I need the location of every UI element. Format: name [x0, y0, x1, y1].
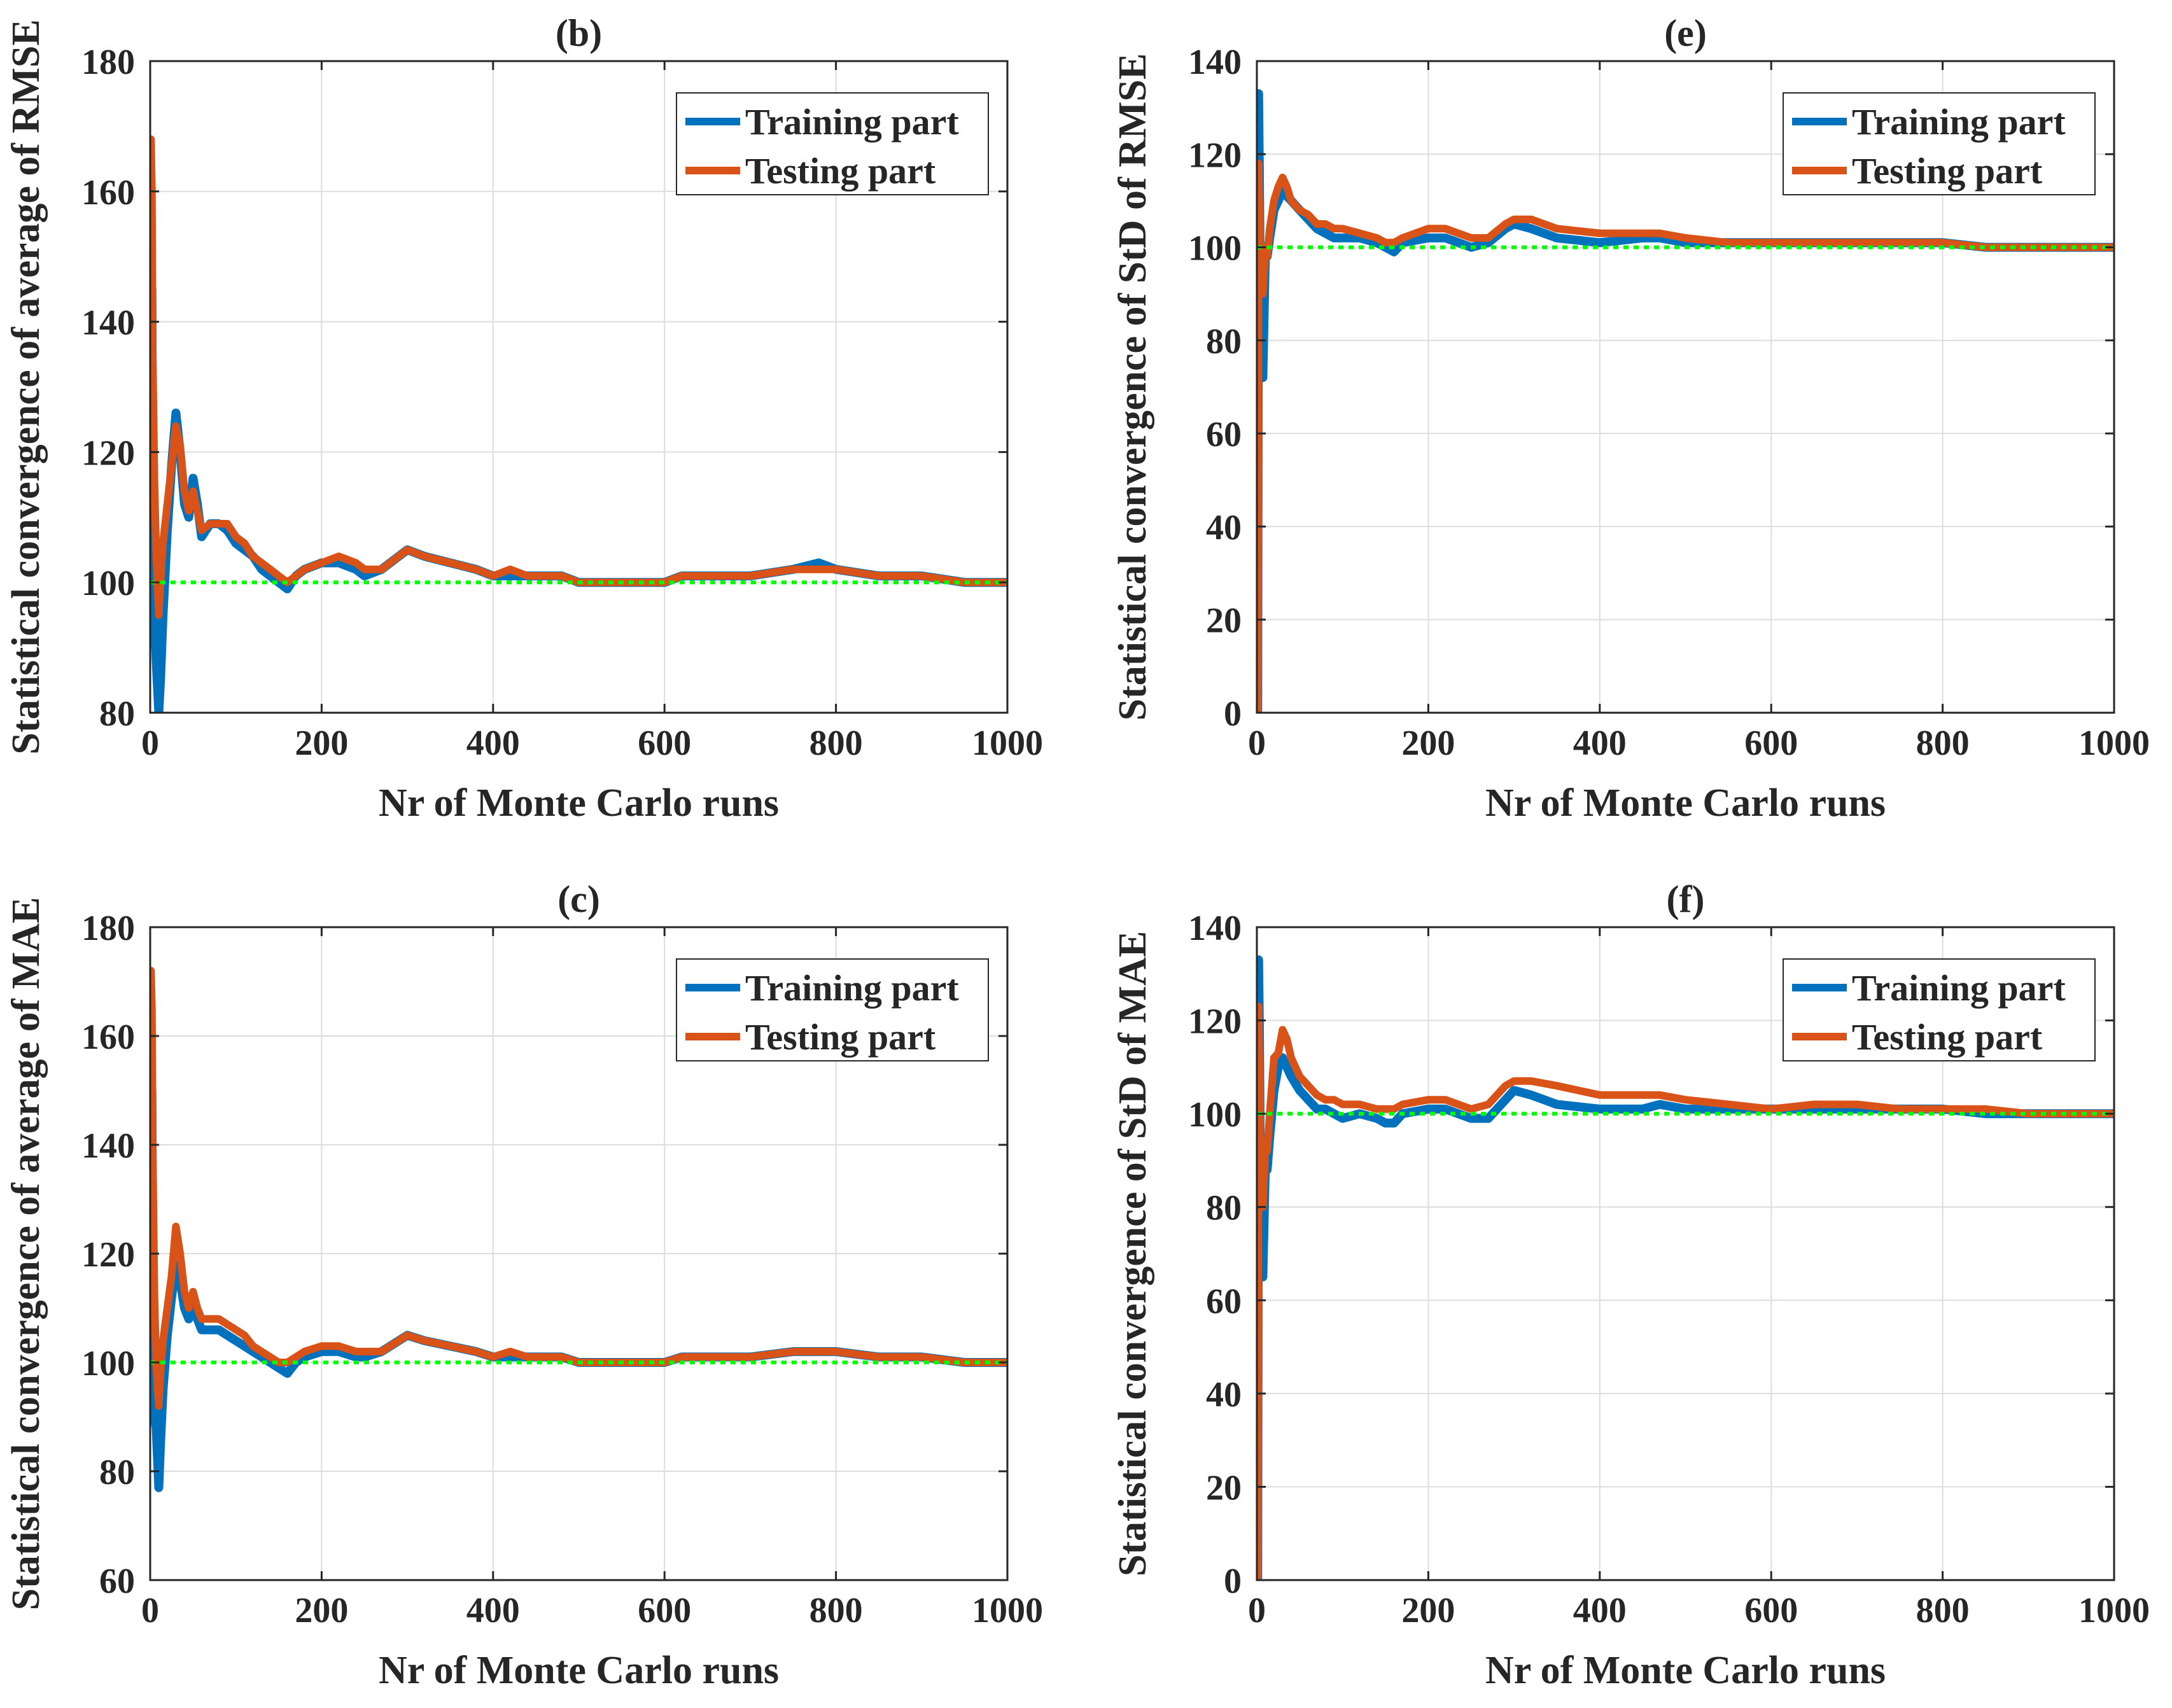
x-axis-label: Nr of Monte Carlo runs [1485, 1649, 1886, 1692]
x-tick-label: 200 [1401, 1591, 1455, 1630]
legend-label-training: Training part [1852, 101, 2066, 143]
y-tick-label: 120 [81, 433, 135, 473]
x-tick-label: 0 [141, 1591, 159, 1630]
axes-box [1256, 60, 2115, 714]
y-axis-label: Statistical convergence of StD of MAE [1111, 931, 1154, 1576]
x-tick-label: 600 [1744, 1591, 1798, 1630]
x-tick-label: 400 [1573, 724, 1627, 763]
data-layer [150, 967, 1007, 1492]
x-axis-label: Nr of Monte Carlo runs [379, 781, 779, 825]
x-tick-label: 1000 [972, 1591, 1043, 1630]
y-tick-label: 0 [1224, 1562, 1242, 1601]
y-tick-label: 140 [1188, 43, 1242, 82]
data-layer [1257, 89, 2114, 713]
x-tick-label: 600 [638, 724, 691, 763]
x-tick-label: 400 [1573, 1591, 1627, 1630]
y-tick-label: 80 [99, 1453, 135, 1492]
y-tick-label: 100 [1188, 229, 1242, 269]
chart-title: (f) [1667, 878, 1705, 920]
y-tick-label: 60 [99, 1562, 135, 1601]
legend-label-training: Training part [745, 967, 959, 1009]
x-tick-label: 800 [809, 724, 863, 763]
y-tick-label: 80 [1206, 322, 1242, 361]
x-tick-label: 600 [638, 1591, 691, 1630]
chart-title: (e) [1664, 12, 1707, 54]
x-tick-label: 800 [809, 1591, 863, 1630]
legend-label-testing: Testing part [745, 150, 936, 192]
x-tick-label: 800 [1916, 1591, 1970, 1630]
x-tick-label: 1000 [2078, 1591, 2150, 1630]
legend: Training part Testing part [676, 92, 989, 195]
y-tick-label: 20 [1206, 601, 1242, 641]
chart-panel-c: 0 200 400 600 800 1000 60 80 100 120 140 160 180 (c) N… [4, 878, 1043, 1692]
y-tick-label: 80 [1206, 1189, 1242, 1228]
chart-panel-f: 0 200 400 600 800 1000 0 20 40 60 80 100 120 140 (f) Nr… [1111, 878, 2150, 1692]
y-tick-label: 180 [81, 43, 135, 82]
y-tick-label: 140 [81, 1126, 135, 1166]
y-tick-label: 100 [81, 1344, 135, 1383]
y-tick-label: 60 [1206, 415, 1242, 454]
legend-box [1783, 958, 2096, 1061]
series-line-testing [1257, 1002, 2114, 1580]
x-tick-label: 800 [1916, 724, 1970, 763]
x-tick-label: 200 [295, 724, 348, 763]
y-tick-label: 140 [1188, 909, 1242, 948]
data-layer [150, 135, 1007, 713]
series-line-testing [150, 967, 1007, 1410]
x-axis-label: Nr of Monte Carlo runs [379, 1649, 779, 1692]
y-tick-label: 160 [81, 173, 135, 213]
axes-box [149, 60, 1009, 714]
y-tick-label: 0 [1224, 694, 1242, 734]
y-tick-label: 180 [81, 909, 135, 948]
y-tick-label: 20 [1206, 1468, 1242, 1508]
legend-box [676, 958, 989, 1061]
x-tick-label: 1000 [2078, 724, 2150, 763]
y-tick-label: 40 [1206, 508, 1242, 547]
x-tick-label: 400 [466, 1591, 520, 1630]
y-tick-label: 120 [1188, 1002, 1242, 1042]
legend-label-testing: Testing part [1852, 150, 2043, 192]
x-tick-label: 400 [466, 724, 520, 763]
y-tick-label: 40 [1206, 1375, 1242, 1415]
x-tick-label: 600 [1744, 724, 1798, 763]
x-tick-label: 0 [1248, 1591, 1266, 1630]
chart-title: (c) [557, 878, 600, 920]
y-tick-label: 120 [1188, 136, 1242, 175]
legend: Training part Testing part [1783, 958, 2096, 1061]
data-layer [1257, 955, 2114, 1580]
series-line-testing [150, 135, 1007, 619]
legend: Training part Testing part [1783, 92, 2096, 195]
y-tick-label: 60 [1206, 1282, 1242, 1321]
y-tick-label: 80 [99, 694, 135, 734]
y-axis-label: Statistical convergence of StD of RMSE [1111, 53, 1154, 721]
y-tick-label: 140 [81, 304, 135, 343]
y-tick-label: 100 [1188, 1095, 1242, 1135]
y-axis-label: Statistical convergence of average of RM… [4, 19, 48, 754]
x-tick-label: 0 [1248, 724, 1266, 763]
y-tick-label: 100 [81, 564, 135, 603]
legend-label-training: Training part [1852, 967, 2066, 1009]
series-line-testing [1257, 159, 2114, 713]
legend: Training part Testing part [676, 958, 989, 1061]
legend-label-training: Training part [745, 101, 959, 143]
x-axis-label: Nr of Monte Carlo runs [1485, 781, 1886, 825]
chart-title: (b) [556, 12, 602, 54]
y-axis-label: Statistical convergence of average of MA… [4, 897, 48, 1611]
x-tick-label: 0 [141, 724, 159, 763]
axes-box [1256, 926, 2115, 1581]
legend-label-testing: Testing part [1852, 1016, 2043, 1058]
chart-panel-b: 0 200 400 600 800 1000 80 100 120 140 160 180 (b) Nr … [4, 12, 1043, 825]
x-tick-label: 1000 [972, 724, 1043, 763]
legend-label-testing: Testing part [745, 1016, 936, 1058]
legend-box [1783, 92, 2096, 195]
legend-box [676, 92, 989, 195]
chart-panel-e: 0 200 400 600 800 1000 0 20 40 60 80 100 120 140 (e) Nr… [1111, 12, 2150, 825]
x-tick-label: 200 [1401, 724, 1455, 763]
y-tick-label: 120 [81, 1235, 135, 1275]
x-tick-label: 200 [295, 1591, 348, 1630]
y-tick-label: 160 [81, 1018, 135, 1057]
